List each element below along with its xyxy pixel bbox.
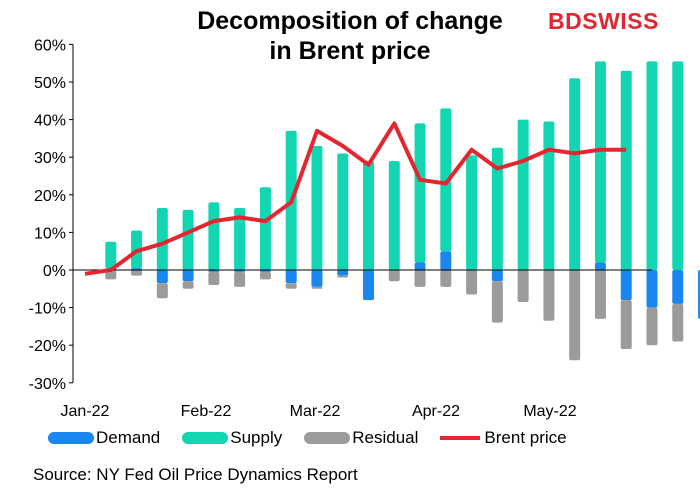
supply-bar — [646, 61, 658, 270]
residual-bar — [646, 307, 658, 346]
residual-bar — [672, 303, 684, 342]
demand-bar — [285, 270, 297, 284]
logo-part1: BD — [548, 8, 583, 34]
legend-brent-swatch — [440, 436, 481, 440]
logo-part2: SWISS — [582, 8, 659, 34]
demand-bar — [672, 270, 684, 304]
y-tick-label: 40% — [34, 113, 66, 130]
residual-bar — [285, 283, 297, 289]
y-tick-label: -30% — [29, 376, 66, 393]
supply-bar — [156, 207, 168, 270]
supply-bar — [182, 209, 194, 270]
y-tick-label: 60% — [34, 37, 66, 54]
brent-price-line — [84, 121, 627, 276]
y-tick-label: 50% — [34, 75, 66, 92]
residual-bar — [311, 286, 323, 289]
residual-bar — [414, 270, 426, 287]
supply-bar — [363, 160, 374, 270]
demand-bar — [337, 270, 349, 276]
supply-bar — [259, 187, 271, 270]
residual-bar — [337, 275, 349, 278]
residual-bar — [208, 271, 220, 286]
supply-bar — [543, 121, 555, 270]
chart-title-line2: in Brent price — [269, 37, 431, 65]
residual-bar — [234, 271, 246, 287]
residual-bar — [259, 271, 271, 280]
demand-bar — [440, 251, 452, 270]
legend-residual-label: Residual — [352, 428, 419, 447]
supply-bar — [620, 70, 632, 270]
demand-bar — [594, 262, 606, 270]
demand-bar — [311, 270, 323, 287]
demand-bar — [363, 270, 374, 301]
supply-bar — [440, 108, 452, 252]
bdswiss-logo: BDSWISS — [548, 8, 659, 35]
demand-bar — [620, 270, 632, 301]
x-tick-label: Feb-22 — [181, 403, 232, 420]
legend: Demand Supply Residual Brent price — [48, 428, 589, 448]
supply-bar — [234, 207, 246, 270]
supply-bar — [594, 61, 606, 263]
residual-bar — [569, 270, 581, 361]
legend-supply-label: Supply — [230, 428, 283, 447]
residual-bar — [466, 270, 478, 295]
supply-bar — [105, 241, 117, 269]
legend-demand-label: Demand — [96, 428, 161, 447]
residual-bar — [543, 270, 555, 321]
demand-bar — [414, 262, 426, 270]
residual-bar — [491, 281, 503, 323]
legend-brent-label: Brent price — [484, 428, 567, 447]
x-tick-label: Apr-22 — [412, 403, 460, 420]
demand-bar — [156, 270, 168, 284]
supply-bar — [311, 145, 323, 270]
legend-demand-swatch — [48, 432, 94, 444]
residual-bar — [131, 270, 143, 276]
legend-supply: Supply — [182, 428, 282, 448]
supply-bar — [414, 123, 426, 263]
supply-bar — [337, 153, 349, 270]
demand-bar — [491, 270, 503, 282]
source-note: Source: NY Fed Oil Price Dynamics Report — [33, 465, 358, 484]
supply-bar — [491, 147, 503, 270]
y-tick-label: -20% — [29, 338, 66, 355]
y-tick-label: 10% — [34, 225, 66, 242]
chart-title-line1: Decomposition of change — [197, 7, 503, 35]
supply-bar — [466, 155, 478, 270]
x-tick-label: May-22 — [523, 403, 576, 420]
residual-bar — [182, 281, 194, 289]
demand-bar — [182, 270, 194, 282]
residual-bar — [594, 270, 606, 319]
y-tick-label: -10% — [29, 301, 66, 318]
y-tick-label: 30% — [34, 150, 66, 167]
chart-title: Decomposition of change in Brent price — [150, 6, 550, 66]
y-tick-label: 20% — [34, 188, 66, 205]
legend-brent: Brent price — [440, 428, 567, 448]
y-tick-label: 0% — [43, 263, 66, 280]
supply-bar — [208, 202, 220, 270]
legend-demand: Demand — [48, 428, 160, 448]
legend-residual-swatch — [304, 432, 351, 444]
supply-bar — [569, 78, 581, 271]
legend-supply-swatch — [182, 432, 229, 444]
x-tick-label: Jan-22 — [61, 403, 110, 420]
residual-bar — [388, 270, 400, 282]
legend-residual: Residual — [304, 428, 418, 448]
residual-bar — [620, 300, 632, 349]
demand-bar — [646, 270, 658, 308]
x-tick-label: Mar-22 — [290, 403, 341, 420]
supply-bar — [672, 61, 684, 270]
supply-bar — [517, 119, 529, 270]
residual-bar — [156, 283, 168, 299]
residual-bar — [440, 270, 452, 287]
residual-bar — [517, 270, 529, 302]
supply-bar — [388, 160, 400, 270]
